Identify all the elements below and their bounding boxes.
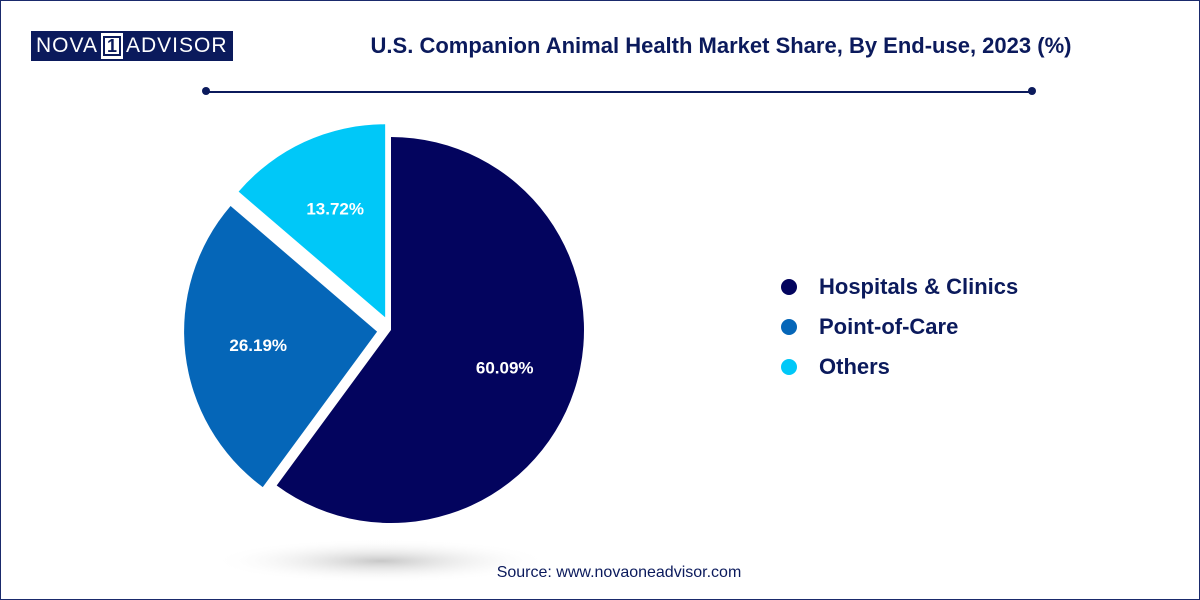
pie-slice-point-of-care: [184, 205, 378, 488]
pie-slice-others: [238, 124, 386, 318]
legend-marker-point-of-care: [781, 319, 797, 335]
legend-item-others: Others: [781, 347, 1018, 387]
chart-legend: Hospitals & Clinics Point-of-Care Others: [781, 267, 1018, 387]
divider-dot-left: [202, 87, 210, 95]
slice-label-others: 13.72%: [306, 200, 364, 219]
pie-shadow: [211, 539, 551, 583]
novaone-advisor-logo: NOVA 1 ADVISOR: [31, 31, 233, 61]
title-divider: [206, 91, 1032, 93]
pie-slices: [184, 124, 584, 523]
legend-label-point-of-care: Point-of-Care: [819, 314, 959, 339]
chart-title: U.S. Companion Animal Health Market Shar…: [370, 33, 1072, 58]
pie-slice-labels: 60.09% 26.19% 13.72%: [229, 200, 533, 378]
source-note: Source: www.novaoneadvisor.com: [496, 564, 742, 581]
pie-slice-hospitals-clinics: [276, 137, 584, 523]
slice-label-point-of-care: 26.19%: [229, 336, 287, 355]
logo-number: 1: [102, 36, 121, 56]
legend-item-hospitals-clinics: Hospitals & Clinics: [781, 267, 1018, 307]
legend-marker-others: [781, 359, 797, 375]
legend-item-point-of-care: Point-of-Care: [781, 307, 1018, 347]
legend-marker-hospitals-clinics: [781, 279, 797, 295]
legend-label-hospitals-clinics: Hospitals & Clinics: [819, 274, 1019, 299]
legend-label-others: Others: [819, 354, 890, 379]
slice-label-hospitals-clinics: 60.09%: [476, 358, 534, 377]
divider-dot-right: [1028, 87, 1036, 95]
logo-text-right: ADVISOR: [122, 33, 231, 59]
logo-text-left: NOVA: [33, 33, 101, 59]
